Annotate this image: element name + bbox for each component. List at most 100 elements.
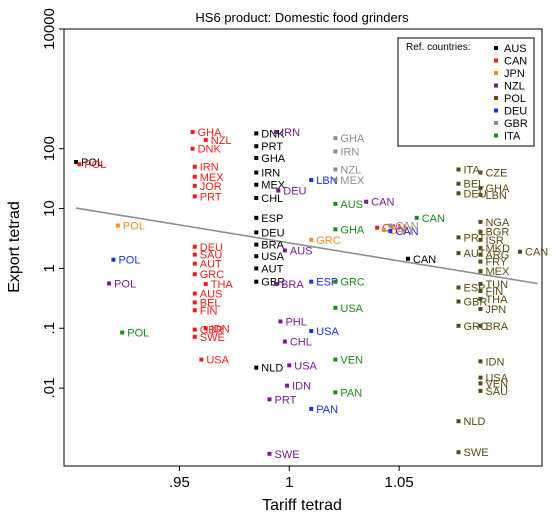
data-point xyxy=(478,281,483,286)
data-point xyxy=(254,279,259,284)
data-point xyxy=(478,229,483,234)
data-point-label: PAN xyxy=(340,387,362,399)
data-point-label: GHA xyxy=(198,127,223,139)
data-point-label: POL xyxy=(81,157,103,169)
data-point-label: MKD xyxy=(485,243,510,255)
data-point-label: MEX xyxy=(485,266,510,278)
data-point-label: IDN xyxy=(485,356,504,368)
data-point-label: BRA xyxy=(281,279,304,291)
data-point xyxy=(333,305,338,310)
data-point xyxy=(333,178,338,183)
data-point xyxy=(478,296,483,301)
data-point xyxy=(199,357,204,362)
legend-swatch xyxy=(494,133,498,138)
data-point-label: BRA xyxy=(485,321,508,333)
data-point xyxy=(192,174,197,179)
data-point-label: PAN xyxy=(316,404,338,416)
data-point-label: USA xyxy=(316,326,339,338)
data-point-label: DNK xyxy=(261,128,285,140)
data-point-label: ESP xyxy=(261,213,283,225)
data-point xyxy=(456,285,461,290)
data-point xyxy=(192,291,197,296)
data-point-label: PRT xyxy=(274,394,296,406)
series-jpn: POL CAN GRC xyxy=(115,221,412,247)
data-point-label: SAU xyxy=(485,386,508,398)
plot-frame xyxy=(63,28,543,467)
data-point-label: AUT xyxy=(200,259,222,271)
data-point xyxy=(267,397,272,402)
data-point-label: CHL xyxy=(261,193,283,205)
data-point xyxy=(254,170,259,175)
data-point xyxy=(456,419,461,424)
y-tick-label: 100 xyxy=(41,136,58,161)
data-point xyxy=(115,223,120,228)
data-point-label: SAU xyxy=(200,250,223,262)
data-point-label: PHL xyxy=(285,316,306,328)
data-point-label: POL xyxy=(127,327,149,339)
data-point xyxy=(192,327,197,332)
data-point-label: DNK xyxy=(198,144,222,156)
data-point-label: MEX xyxy=(340,175,365,187)
data-point-label: NGA xyxy=(485,217,510,229)
data-point xyxy=(254,144,259,149)
data-point-label: AUS xyxy=(340,199,363,211)
data-point-label: NLD xyxy=(261,363,283,375)
data-point-label: ARG xyxy=(485,250,509,262)
data-point xyxy=(478,323,483,328)
data-point-label: AUT xyxy=(463,248,485,260)
data-point-label: CAN xyxy=(382,223,405,235)
legend-label: AUS xyxy=(504,43,527,55)
data-point-label: CAN xyxy=(389,225,412,237)
data-point xyxy=(405,256,410,261)
fit-line xyxy=(75,207,538,285)
legend-label: POL xyxy=(504,93,526,105)
legend-label: GBR xyxy=(504,118,528,130)
data-point xyxy=(190,146,195,151)
fit-line-layer xyxy=(75,207,538,285)
legend-swatch xyxy=(494,108,498,113)
y-tick-label: .01 xyxy=(41,378,58,399)
data-point-label: CAN xyxy=(371,197,394,209)
data-point xyxy=(274,281,279,286)
series-deu: POL CAN LBN ESP USA PAN xyxy=(111,175,419,416)
data-point-label: NLD xyxy=(463,416,485,428)
data-point-label: USA xyxy=(261,251,284,263)
data-point-label: SWE xyxy=(463,447,488,459)
data-point xyxy=(388,223,393,228)
data-point xyxy=(478,388,483,393)
data-point-label: CAN xyxy=(413,254,436,266)
data-point xyxy=(333,201,338,206)
data-point-label: MEX xyxy=(200,172,225,184)
data-point xyxy=(478,288,483,293)
data-point xyxy=(192,308,197,313)
legend-label: CAN xyxy=(504,56,527,68)
data-point xyxy=(456,323,461,328)
data-point-label: ISR xyxy=(485,235,503,247)
data-point xyxy=(254,242,259,247)
data-point xyxy=(333,279,338,284)
data-point xyxy=(254,365,259,370)
data-point xyxy=(192,164,197,169)
data-point xyxy=(333,357,338,362)
data-point xyxy=(74,159,79,164)
data-point xyxy=(388,229,393,234)
data-point-label: GRC xyxy=(463,321,488,333)
data-point-label: USA xyxy=(485,373,508,385)
legend-swatch xyxy=(494,121,498,125)
data-point-label: IDN xyxy=(211,323,230,335)
axes-layer: .95 1 1.05 .01 .1 1 10 100 10000 xyxy=(41,8,414,491)
y-tick-label: .1 xyxy=(41,322,58,335)
legend-title: Ref. countries: xyxy=(406,42,470,53)
data-point-label: JOR xyxy=(200,181,222,193)
data-point xyxy=(478,186,483,191)
y-tick-label: 1 xyxy=(41,264,58,272)
legend-swatch xyxy=(494,96,498,100)
data-point-label: PRT xyxy=(200,191,222,203)
data-point-label: CAN xyxy=(422,213,445,225)
data-point-label: SWE xyxy=(274,449,299,461)
data-point-label: THA xyxy=(485,294,508,306)
data-point-label: POL xyxy=(114,278,136,290)
